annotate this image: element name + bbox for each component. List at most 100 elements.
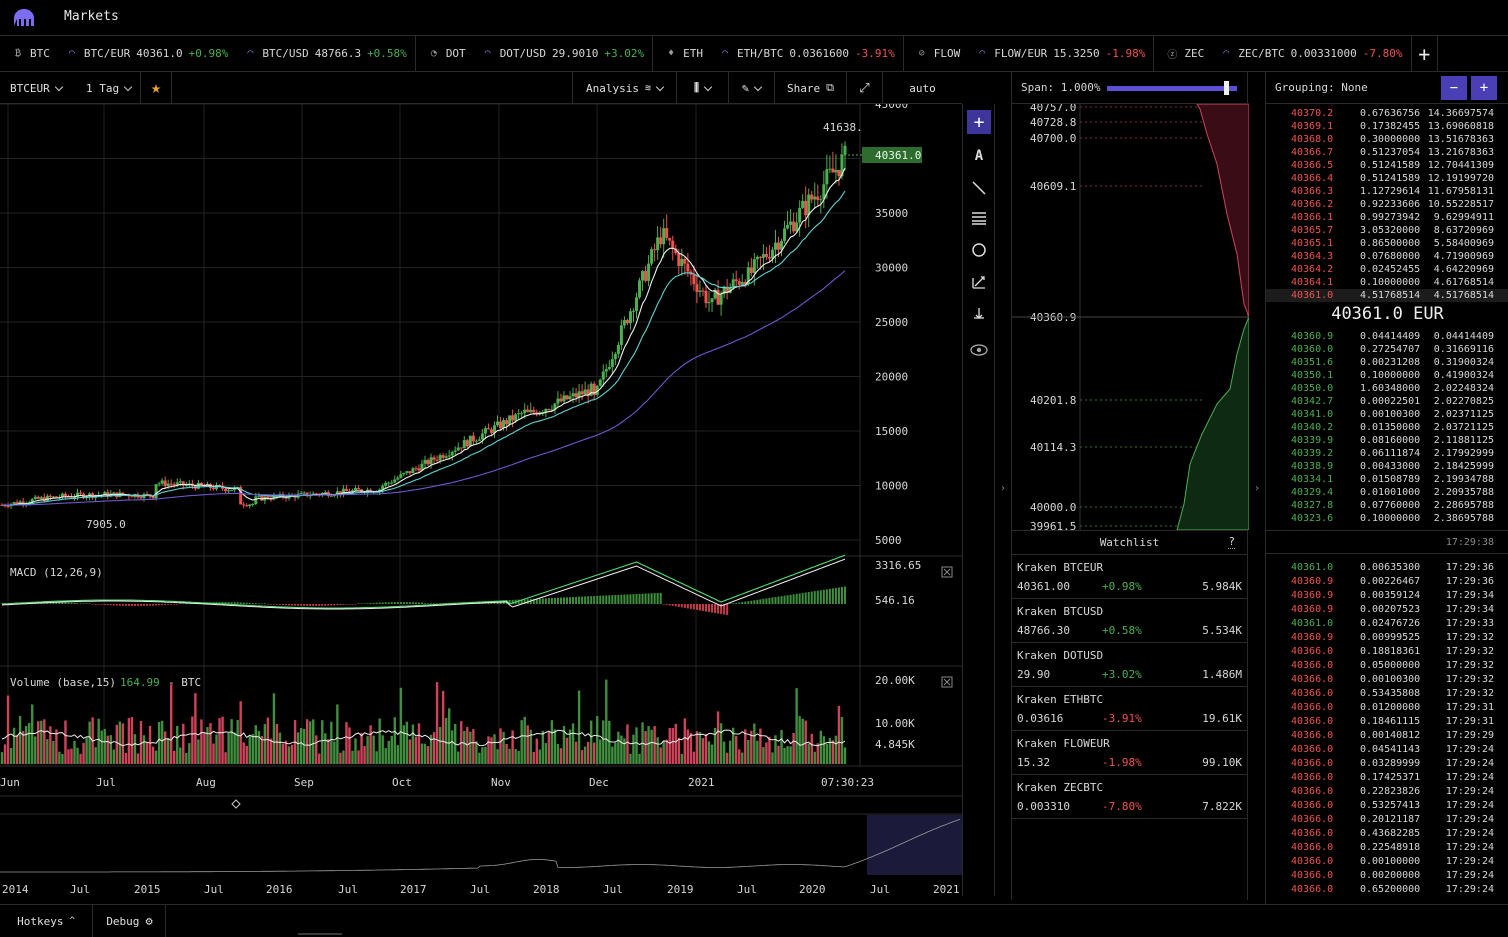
- trade-row[interactable]: 40366.0 0.65200000 17:29:24: [1266, 883, 1508, 896]
- watchlist-item[interactable]: Kraken BTCUSD 48766.30 +0.58% 5.534K: [1012, 599, 1247, 643]
- ticker-asset[interactable]: ⊘ FLOW: [902, 35, 969, 72]
- ask-row[interactable]: 40370.2 0.67636756 14.36697574: [1266, 107, 1508, 120]
- ask-row[interactable]: 40366.4 0.51241589 12.19199720: [1266, 172, 1508, 185]
- depth-chart[interactable]: 40757.040728.840700.040609.140360.940201…: [1012, 104, 1249, 530]
- ticker-pair[interactable]: ◠ ETH/BTC 0.0361600 -3.91%: [711, 36, 903, 72]
- eye-icon[interactable]: [967, 338, 991, 362]
- bid-row[interactable]: 40339.9 0.08160000 2.11881125: [1266, 434, 1508, 447]
- circle-tool-icon[interactable]: [967, 238, 991, 262]
- increase-grouping-button[interactable]: +: [1471, 76, 1497, 100]
- scale-mode-button[interactable]: auto: [882, 72, 962, 104]
- decrease-grouping-button[interactable]: −: [1441, 76, 1467, 100]
- favorite-button[interactable]: ★: [140, 72, 172, 104]
- price-chart[interactable]: 4500040000350003000025000200001500010000…: [0, 104, 962, 896]
- bid-row[interactable]: 40327.8 0.07760000 2.28695788: [1266, 499, 1508, 512]
- symbol-select[interactable]: BTCEUR: [10, 72, 63, 104]
- measure-tool-icon[interactable]: [967, 302, 991, 326]
- trade-row[interactable]: 40360.9 0.00999525 17:29:32: [1266, 631, 1508, 644]
- bid-row[interactable]: 40350.1 0.10000000 0.41900324: [1266, 369, 1508, 382]
- debug-button[interactable]: Debug ⚙: [94, 905, 166, 937]
- ask-row[interactable]: 40368.0 0.30000000 13.51678363: [1266, 133, 1508, 146]
- trade-row[interactable]: 40366.0 0.18461115 17:29:31: [1266, 715, 1508, 728]
- ask-row[interactable]: 40365.7 3.05320000 8.63720969: [1266, 224, 1508, 237]
- watchlist-item[interactable]: Kraken BTCEUR 40361.00 +0.98% 5.984K: [1012, 555, 1247, 599]
- hotkeys-button[interactable]: Hotkeys ^: [0, 905, 93, 937]
- bid-row[interactable]: 40360.0 0.27254707 0.31669116: [1266, 343, 1508, 356]
- trade-row[interactable]: 40360.9 0.00359124 17:29:34: [1266, 589, 1508, 602]
- ticker-pair[interactable]: ◠ BTC/USD 48766.3 +0.58%: [236, 36, 414, 72]
- watchlist-item[interactable]: Kraken ZECBTC 0.003310 -7.80% 7.822K: [1012, 775, 1247, 819]
- app-title[interactable]: Markets: [64, 9, 119, 24]
- bid-row[interactable]: 40360.9 0.04414409 0.04414409: [1266, 330, 1508, 343]
- collapse-book-button[interactable]: ›: [1250, 72, 1264, 904]
- grouping-label[interactable]: Grouping: None: [1275, 81, 1368, 94]
- bid-row[interactable]: 40338.9 0.00433000 2.18425999: [1266, 460, 1508, 473]
- trade-row[interactable]: 40366.0 0.20121187 17:29:24: [1266, 813, 1508, 826]
- trade-row[interactable]: 40366.0 0.05000000 17:29:32: [1266, 659, 1508, 672]
- ticker-asset[interactable]: ⓩ ZEC: [1153, 35, 1212, 72]
- trade-row[interactable]: 40366.0 0.43682285 17:29:24: [1266, 827, 1508, 840]
- ask-row[interactable]: 40364.2 0.02452455 4.64220969: [1266, 263, 1508, 276]
- chart-type-button[interactable]: ⫼: [676, 72, 728, 104]
- trade-row[interactable]: 40366.0 0.01200000 17:29:31: [1266, 701, 1508, 714]
- ticker-pair[interactable]: ◠ DOT/USD 29.9010 +3.02%: [474, 36, 652, 72]
- trade-row[interactable]: 40366.0 0.04541143 17:29:24: [1266, 743, 1508, 756]
- bid-row[interactable]: 40341.0 0.00100300 2.02371125: [1266, 408, 1508, 421]
- trade-row[interactable]: 40366.0 0.00100000 17:29:24: [1266, 855, 1508, 868]
- resize-handle[interactable]: [298, 933, 342, 935]
- ask-row[interactable]: 40369.1 0.17382455 13.69060818: [1266, 120, 1508, 133]
- analysis-button[interactable]: Analysis ≋: [572, 72, 676, 104]
- kraken-logo-icon[interactable]: [12, 9, 36, 27]
- ask-row[interactable]: 40366.5 0.51241589 12.70441309: [1266, 159, 1508, 172]
- trade-row[interactable]: 40360.9 0.00207523 17:29:34: [1266, 603, 1508, 616]
- ask-row[interactable]: 40364.1 0.10000000 4.61768514: [1266, 276, 1508, 289]
- ask-row[interactable]: 40361.0 4.51768514 4.51768514: [1266, 289, 1508, 302]
- ticker-pair[interactable]: ◠ BTC/EUR 40361.0 +0.98%: [58, 36, 236, 72]
- fullscreen-button[interactable]: ⤢: [846, 72, 882, 104]
- trade-row[interactable]: 40360.9 0.00226467 17:29:36: [1266, 575, 1508, 588]
- trade-row[interactable]: 40366.0 0.53257413 17:29:24: [1266, 799, 1508, 812]
- bid-row[interactable]: 40334.1 0.01508789 2.19934788: [1266, 473, 1508, 486]
- trade-row[interactable]: 40366.0 0.53435808 17:29:32: [1266, 687, 1508, 700]
- watchlist-item[interactable]: Kraken FLOWEUR 15.32 -1.98% 99.10K: [1012, 731, 1247, 775]
- ticker-pair[interactable]: ◠ ZEC/BTC 0.00331000 -7.80%: [1212, 36, 1410, 72]
- trade-row[interactable]: 40366.0 0.22823826 17:29:24: [1266, 785, 1508, 798]
- trade-row[interactable]: 40366.0 0.00200000 17:29:24: [1266, 869, 1508, 882]
- rectangle-tool-icon[interactable]: [967, 270, 991, 294]
- bid-row[interactable]: 40339.2 0.06111874 2.17992999: [1266, 447, 1508, 460]
- bid-row[interactable]: 40342.7 0.00022501 2.02270825: [1266, 395, 1508, 408]
- crosshair-tool-icon[interactable]: +: [967, 110, 991, 134]
- add-ticker-button[interactable]: +: [1410, 35, 1438, 72]
- bid-row[interactable]: 40340.2 0.01350000 2.03721125: [1266, 421, 1508, 434]
- trend-line-tool-icon[interactable]: [967, 176, 991, 200]
- collapse-depth-button[interactable]: ›: [996, 72, 1010, 904]
- ticker-asset[interactable]: ◔ DOT: [414, 35, 474, 72]
- text-tool-icon[interactable]: A: [974, 148, 984, 164]
- interval-select[interactable]: 1 Tag: [86, 72, 133, 104]
- help-icon[interactable]: ?: [1228, 535, 1235, 549]
- span-slider-handle[interactable]: [1224, 81, 1229, 95]
- bid-row[interactable]: 40350.0 1.60348000 2.02248324: [1266, 382, 1508, 395]
- share-button[interactable]: Share ⧉: [774, 72, 846, 104]
- ticker-pair[interactable]: ◠ FLOW/EUR 15.3250 -1.98%: [968, 36, 1153, 72]
- watchlist-item[interactable]: Kraken DOTUSD 29.90 +3.02% 1.486M: [1012, 643, 1247, 687]
- span-slider[interactable]: [1107, 86, 1237, 91]
- ask-row[interactable]: 40366.1 0.99273942 9.62994911: [1266, 211, 1508, 224]
- watchlist-item[interactable]: Kraken ETHBTC 0.03616 -3.91% 19.61K: [1012, 687, 1247, 731]
- horizontal-lines-tool-icon[interactable]: [967, 206, 991, 230]
- trade-row[interactable]: 40361.0 0.00635300 17:29:36: [1266, 561, 1508, 574]
- trade-row[interactable]: 40366.0 0.18818361 17:29:32: [1266, 645, 1508, 658]
- ask-row[interactable]: 40366.7 0.51237054 13.21678363: [1266, 146, 1508, 159]
- ask-row[interactable]: 40366.2 0.92233606 10.55228517: [1266, 198, 1508, 211]
- ask-row[interactable]: 40364.3 0.07680000 4.71900969: [1266, 250, 1508, 263]
- ask-row[interactable]: 40365.1 0.86500000 5.58400969: [1266, 237, 1508, 250]
- ask-row[interactable]: 40366.3 1.12729614 11.67958131: [1266, 185, 1508, 198]
- draw-style-button[interactable]: ✎: [728, 72, 774, 104]
- trade-row[interactable]: 40366.0 0.00140812 17:29:29: [1266, 729, 1508, 742]
- trade-row[interactable]: 40366.0 0.17425371 17:29:24: [1266, 771, 1508, 784]
- ticker-asset[interactable]: ₿ BTC: [0, 36, 58, 72]
- trade-row[interactable]: 40366.0 0.03289999 17:29:24: [1266, 757, 1508, 770]
- bid-row[interactable]: 40351.6 0.00231208 0.31900324: [1266, 356, 1508, 369]
- bid-row[interactable]: 40323.6 0.10000000 2.38695788: [1266, 512, 1508, 525]
- trade-row[interactable]: 40361.0 0.02476726 17:29:33: [1266, 617, 1508, 630]
